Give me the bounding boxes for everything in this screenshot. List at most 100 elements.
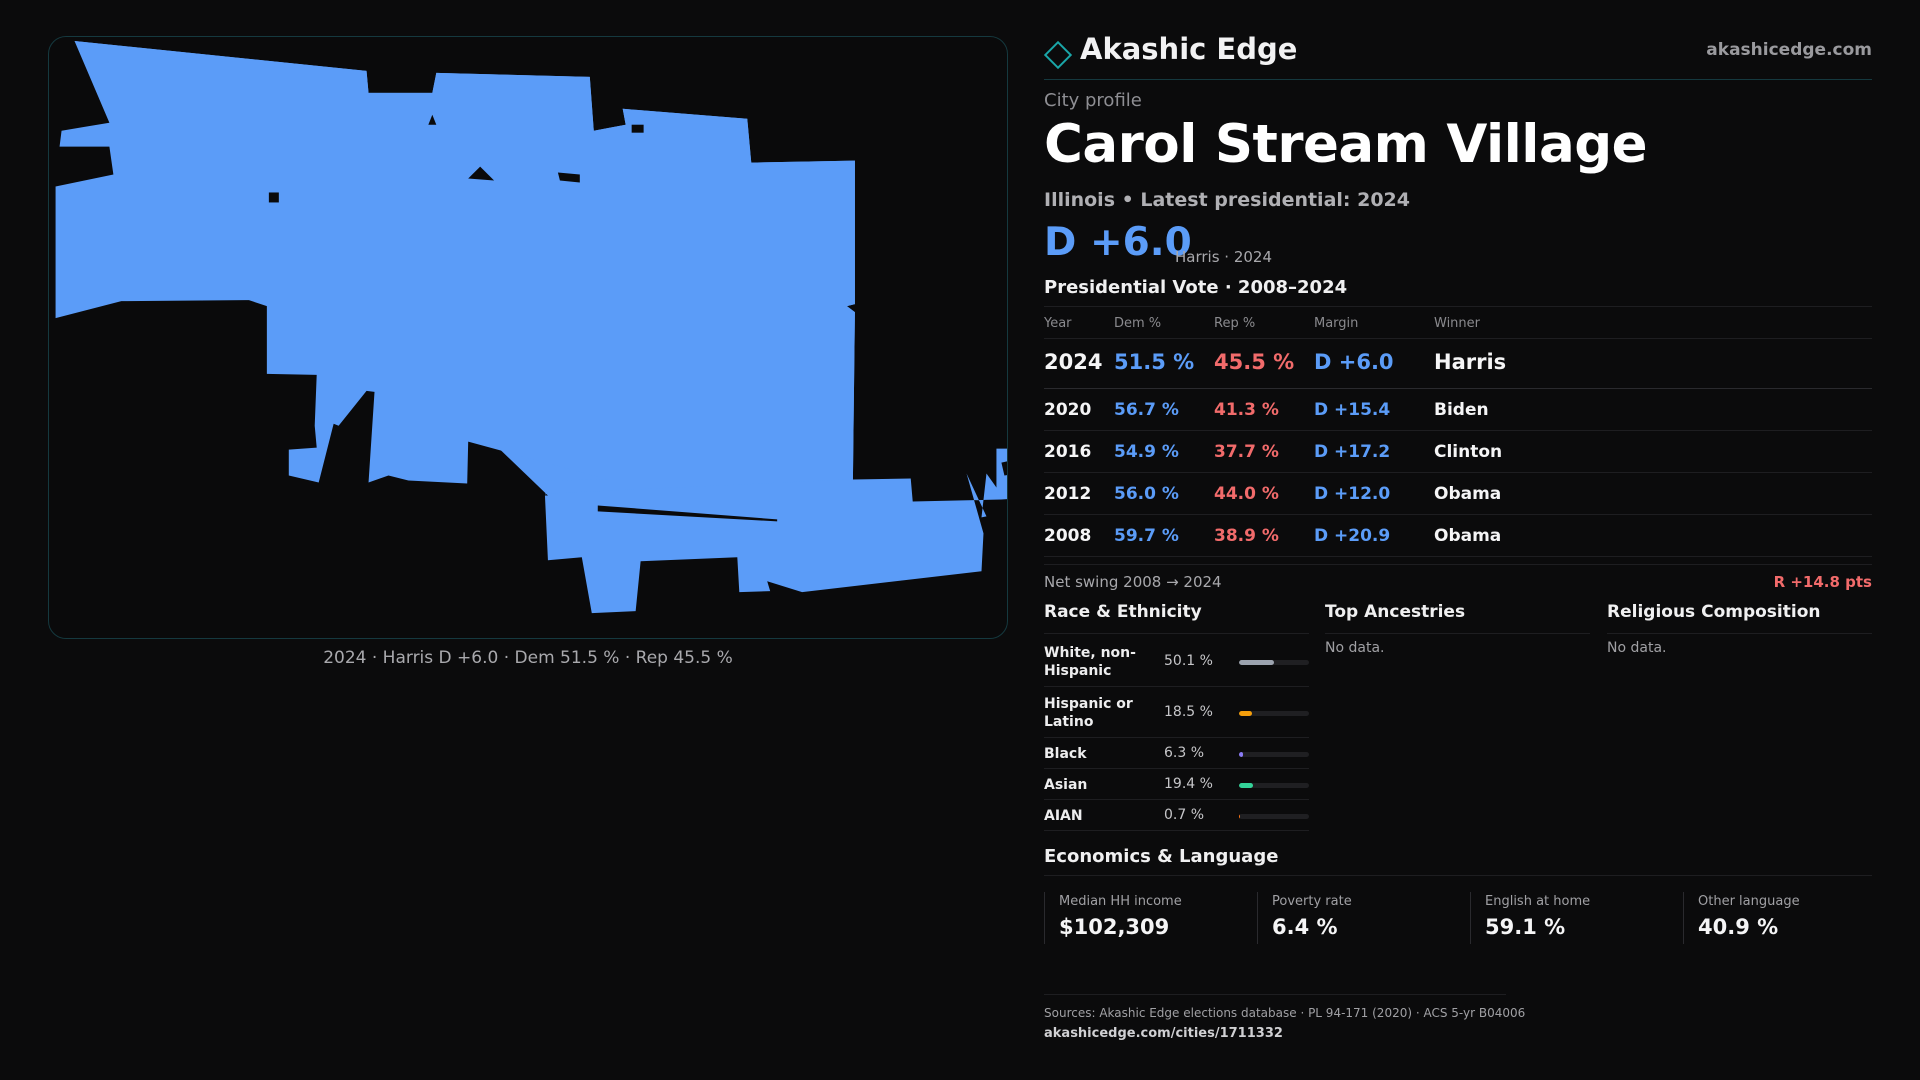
list-item: Hispanic or Latino 18.5 % — [1044, 687, 1309, 738]
year-cell: 2012 — [1044, 484, 1092, 504]
stat-english-at-home: English at home 59.1 % — [1470, 892, 1670, 944]
race-pct: 19.4 % — [1164, 776, 1213, 792]
table-row: 2016 54.9 % 37.7 % D +17.2 Clinton — [1044, 431, 1872, 473]
year-cell: 2008 — [1044, 526, 1092, 546]
table-row: 2012 56.0 % 44.0 % D +12.0 Obama — [1044, 473, 1872, 515]
stat-value: 6.4 % — [1272, 915, 1338, 939]
stat-label: English at home — [1485, 894, 1591, 909]
col-year: Year — [1044, 316, 1072, 331]
race-bar — [1239, 814, 1309, 819]
swing-label: Net swing 2008 → 2024 — [1044, 573, 1222, 591]
ancestries-section-title: Top Ancestries — [1325, 602, 1590, 634]
col-dem: Dem % — [1114, 316, 1162, 331]
dem-cell: 54.9 % — [1114, 442, 1179, 462]
city-map — [48, 36, 1008, 639]
winner-cell: Biden — [1434, 400, 1489, 420]
stat-label: Median HH income — [1059, 894, 1182, 909]
race-name: White, non-Hispanic — [1044, 645, 1136, 679]
economics-section-title: Economics & Language — [1044, 846, 1279, 867]
stat-value: 59.1 % — [1485, 915, 1566, 939]
divider — [1044, 994, 1506, 995]
race-name: Hispanic or Latino — [1044, 696, 1133, 730]
race-pct: 50.1 % — [1164, 653, 1213, 669]
margin-cell: D +6.0 — [1314, 350, 1394, 374]
page-kicker: City profile — [1044, 90, 1142, 111]
race-bar — [1239, 752, 1309, 757]
stat-label: Other language — [1698, 894, 1800, 909]
divider — [1044, 875, 1872, 876]
margin-cell: D +17.2 — [1314, 442, 1391, 462]
stat-other-language: Other language 40.9 % — [1683, 892, 1883, 944]
site-header: Akashic Edge akashicedge.com — [1043, 32, 1872, 80]
map-hole — [428, 114, 437, 125]
rep-cell: 45.5 % — [1214, 350, 1295, 374]
net-swing: Net swing 2008 → 2024 R +14.8 pts — [1044, 564, 1872, 598]
dem-cell: 51.5 % — [1114, 350, 1195, 374]
winner-cell: Harris — [1434, 350, 1507, 374]
race-name: AIAN — [1044, 808, 1083, 824]
page-subtitle: Illinois • Latest presidential: 2024 — [1044, 189, 1411, 211]
dem-cell: 56.7 % — [1114, 400, 1179, 420]
dem-cell: 56.0 % — [1114, 484, 1179, 504]
table-row: 2008 59.7 % 38.9 % D +20.9 Obama — [1044, 515, 1872, 557]
race-bar — [1239, 711, 1309, 716]
margin-cell: D +20.9 — [1314, 526, 1391, 546]
margin-cell: D +15.4 — [1314, 400, 1391, 420]
dem-cell: 59.7 % — [1114, 526, 1179, 546]
city-boundary-shape — [55, 40, 1007, 614]
winner-cell: Obama — [1434, 484, 1502, 504]
race-bar — [1239, 660, 1309, 665]
city-profile-panel: Akashic Edge akashicedge.com City profil… — [1043, 0, 1872, 1080]
race-name: Black — [1044, 746, 1087, 762]
stat-poverty-rate: Poverty rate 6.4 % — [1257, 892, 1457, 944]
stat-label: Poverty rate — [1272, 894, 1352, 909]
map-hole — [631, 124, 644, 133]
rep-cell: 38.9 % — [1214, 526, 1279, 546]
winner-cell: Clinton — [1434, 442, 1503, 462]
stat-value: 40.9 % — [1698, 915, 1779, 939]
vote-table: Year Dem % Rep % Margin Winner 2024 51.5… — [1044, 306, 1872, 557]
religion-empty: No data. — [1607, 640, 1667, 656]
rep-cell: 44.0 % — [1214, 484, 1279, 504]
year-cell: 2016 — [1044, 442, 1092, 462]
site-link[interactable]: akashicedge.com — [1706, 40, 1872, 60]
race-bar-fill — [1239, 752, 1244, 757]
rep-cell: 37.7 % — [1214, 442, 1279, 462]
map-boundary-west — [55, 40, 855, 494]
margin-cell: D +12.0 — [1314, 484, 1391, 504]
map-caption: 2024 · Harris D +6.0 · Dem 51.5 % · Rep … — [323, 648, 733, 668]
col-winner: Winner — [1434, 316, 1481, 331]
race-bar-fill — [1239, 783, 1253, 788]
religion-section-title: Religious Composition — [1607, 602, 1872, 634]
list-item: White, non-Hispanic 50.1 % — [1044, 636, 1309, 687]
race-bar-fill — [1239, 711, 1252, 716]
headline-note: Harris · 2024 — [1175, 248, 1273, 266]
page-url[interactable]: akashicedge.com/cities/1711332 — [1044, 1026, 1283, 1041]
year-cell: 2024 — [1044, 350, 1103, 374]
winner-cell: Obama — [1434, 526, 1502, 546]
map-hole — [468, 166, 495, 181]
map-hole — [597, 505, 778, 522]
col-rep: Rep % — [1214, 316, 1256, 331]
race-name: Asian — [1044, 777, 1088, 793]
year-cell: 2020 — [1044, 400, 1092, 420]
brand-name: Akashic Edge — [1080, 32, 1298, 66]
race-pct: 18.5 % — [1164, 704, 1213, 720]
vote-section-title: Presidential Vote · 2008–2024 — [1044, 277, 1348, 298]
stat-value: $102,309 — [1059, 915, 1170, 939]
list-item: Black 6.3 % — [1044, 738, 1309, 769]
list-item: Asian 19.4 % — [1044, 769, 1309, 800]
race-bar-fill — [1239, 660, 1275, 665]
vote-table-header: Year Dem % Rep % Margin Winner — [1044, 307, 1872, 339]
stat-median-income: Median HH income $102,309 — [1044, 892, 1244, 944]
list-item: AIAN 0.7 % — [1044, 800, 1309, 831]
race-section-title: Race & Ethnicity — [1044, 602, 1309, 634]
table-row: 2020 56.7 % 41.3 % D +15.4 Biden — [1044, 389, 1872, 431]
table-row: 2024 51.5 % 45.5 % D +6.0 Harris — [1044, 339, 1872, 389]
ancestries-empty: No data. — [1325, 640, 1385, 656]
diamond-logo-icon — [1043, 40, 1073, 70]
map-hole — [557, 172, 580, 183]
sources-note: Sources: Akashic Edge elections database… — [1044, 1006, 1526, 1020]
swing-value: R +14.8 pts — [1773, 573, 1872, 591]
map-hole — [268, 192, 279, 203]
